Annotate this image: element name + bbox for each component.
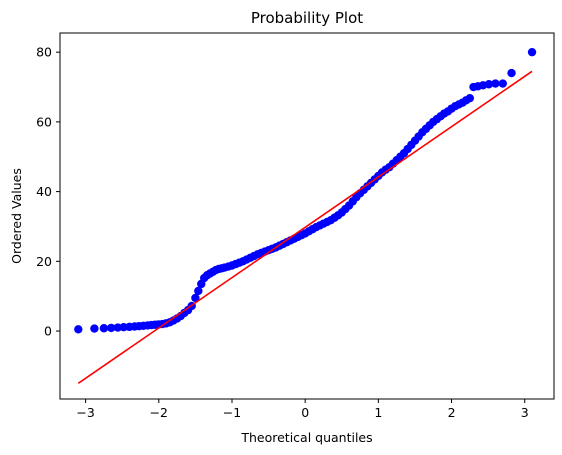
chart-title: Probability Plot bbox=[251, 9, 363, 27]
data-point bbox=[527, 47, 537, 57]
data-point bbox=[90, 324, 99, 333]
fit-line-group bbox=[77, 70, 533, 384]
y-tick-label: 0 bbox=[44, 324, 52, 339]
data-point bbox=[107, 323, 116, 333]
y-axis-label: Ordered Values bbox=[9, 168, 24, 264]
data-point bbox=[498, 79, 507, 88]
y-tick-label: 20 bbox=[36, 254, 52, 269]
x-tick-label: 2 bbox=[448, 405, 456, 420]
data-point bbox=[194, 286, 203, 296]
x-tick-label: 0 bbox=[301, 405, 309, 420]
x-tick-label: 3 bbox=[521, 405, 529, 420]
data-points bbox=[74, 47, 537, 334]
y-axis: 0 20 40 60 80 bbox=[36, 45, 60, 339]
x-tick-label: −1 bbox=[223, 405, 241, 420]
x-axis-label: Theoretical quantiles bbox=[240, 430, 372, 445]
data-point bbox=[491, 79, 500, 88]
data-point bbox=[74, 325, 83, 334]
data-point bbox=[484, 80, 494, 89]
x-tick-label: −3 bbox=[76, 405, 94, 420]
data-point bbox=[191, 293, 200, 303]
plot-frame bbox=[59, 32, 555, 400]
data-point bbox=[465, 93, 475, 103]
y-tick-label: 40 bbox=[36, 184, 52, 199]
fit-line bbox=[77, 70, 533, 384]
x-axis: −3 −2 −1 0 1 2 3 bbox=[76, 399, 529, 420]
y-tick-label: 80 bbox=[36, 45, 52, 60]
x-tick-label: −2 bbox=[150, 405, 168, 420]
y-tick-label: 60 bbox=[36, 114, 52, 129]
data-point bbox=[507, 68, 516, 78]
x-tick-label: 1 bbox=[374, 405, 382, 420]
data-point bbox=[99, 324, 109, 333]
